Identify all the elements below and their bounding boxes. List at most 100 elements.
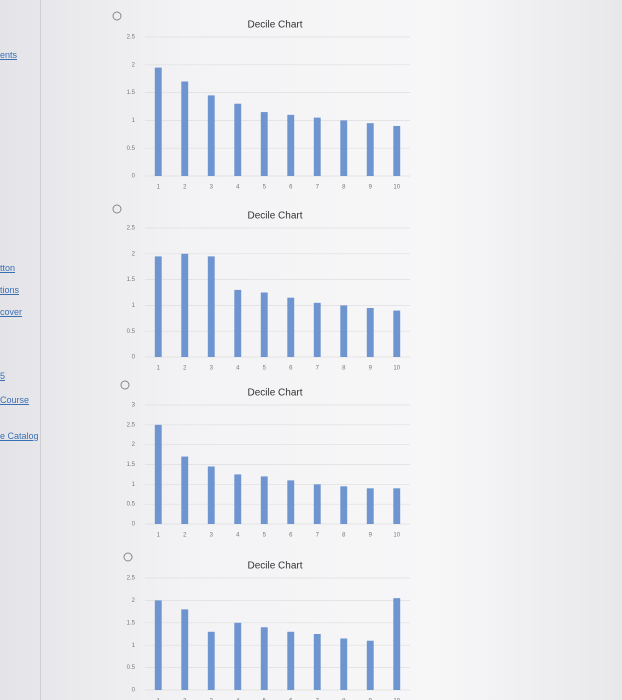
x-tick-label: 2 — [183, 185, 187, 191]
bar — [340, 120, 348, 176]
sidebar-link[interactable]: Course — [0, 395, 30, 405]
x-tick-label: 6 — [289, 699, 293, 700]
x-tick-label: 4 — [236, 699, 240, 700]
bar — [340, 638, 348, 690]
y-tick-label: 2.5 — [127, 35, 136, 41]
x-tick-label: 10 — [393, 533, 400, 539]
y-tick-label: 1.5 — [127, 90, 136, 96]
bar — [154, 600, 162, 690]
bar — [287, 480, 295, 524]
x-tick-label: 6 — [289, 366, 293, 372]
x-tick-label: 1 — [157, 699, 161, 700]
x-tick-label: 1 — [157, 185, 161, 191]
sidebar-link[interactable]: tton — [0, 263, 16, 273]
x-tick-label: 4 — [236, 366, 240, 372]
sidebar-link[interactable]: 5 — [0, 371, 6, 381]
sidebar-link[interactable]: cover — [0, 307, 23, 317]
radio[interactable] — [123, 552, 133, 562]
bar — [393, 310, 401, 357]
y-tick-label: 1 — [132, 118, 136, 124]
x-tick-label: 3 — [210, 185, 214, 191]
x-tick-label: 9 — [369, 533, 373, 539]
bar — [366, 307, 374, 357]
chart-title: Decile Chart — [247, 388, 302, 399]
x-tick-label: 5 — [263, 699, 267, 700]
y-tick-label: 1.5 — [127, 620, 136, 626]
bar — [313, 484, 321, 524]
bar — [313, 634, 321, 690]
radio[interactable] — [120, 380, 130, 390]
y-tick-label: 1.5 — [127, 277, 136, 283]
x-tick-label: 7 — [316, 699, 320, 700]
y-tick-label: 3 — [132, 403, 136, 409]
x-tick-label: 8 — [342, 185, 346, 191]
x-tick-label: 5 — [263, 366, 267, 372]
sidebar-link[interactable]: e Catalog — [0, 431, 39, 441]
bar — [366, 640, 374, 690]
bar — [234, 474, 242, 524]
sidebar-link[interactable]: ents — [0, 50, 18, 60]
bar — [393, 125, 401, 176]
bar — [207, 95, 215, 176]
bar — [181, 253, 189, 357]
bar — [207, 631, 215, 690]
x-tick-label: 7 — [316, 185, 320, 191]
bar — [181, 456, 189, 524]
x-tick-label: 9 — [369, 699, 373, 700]
y-tick-label: 0 — [132, 174, 136, 180]
x-tick-label: 5 — [263, 185, 267, 191]
x-tick-label: 2 — [183, 366, 187, 372]
x-tick-label: 9 — [369, 366, 373, 372]
bar — [366, 123, 374, 176]
y-tick-label: 0 — [132, 688, 136, 694]
sidebar-link[interactable]: tions — [0, 285, 20, 295]
y-tick-label: 0 — [132, 522, 136, 528]
x-tick-label: 10 — [393, 699, 400, 700]
chart-title: Decile Chart — [247, 211, 302, 222]
bar — [340, 305, 348, 357]
bar — [154, 67, 162, 176]
bar — [181, 81, 189, 176]
radio[interactable] — [112, 11, 122, 21]
bar — [260, 112, 268, 176]
y-tick-label: 2.5 — [127, 576, 136, 582]
y-tick-label: 0.5 — [127, 502, 136, 508]
y-tick-label: 2 — [132, 251, 136, 257]
x-tick-label: 8 — [342, 366, 346, 372]
y-tick-label: 1 — [132, 643, 136, 649]
x-tick-label: 6 — [289, 533, 293, 539]
bar — [207, 466, 215, 524]
x-tick-label: 4 — [236, 185, 240, 191]
chart-title: Decile Chart — [247, 561, 302, 572]
x-tick-label: 7 — [316, 366, 320, 372]
y-tick-label: 0.5 — [127, 329, 136, 335]
x-tick-label: 4 — [236, 533, 240, 539]
bar — [287, 631, 295, 690]
x-tick-label: 1 — [157, 533, 161, 539]
bar — [287, 297, 295, 357]
chart-title: Decile Chart — [247, 20, 302, 31]
bar — [313, 117, 321, 176]
x-tick-label: 3 — [210, 699, 214, 700]
radio[interactable] — [112, 204, 122, 214]
bar — [366, 488, 374, 524]
bar — [234, 289, 242, 357]
y-tick-label: 1 — [132, 482, 136, 488]
bar — [393, 488, 401, 524]
x-tick-label: 10 — [393, 366, 400, 372]
x-tick-label: 6 — [289, 185, 293, 191]
y-tick-label: 2 — [132, 598, 136, 604]
x-tick-label: 8 — [342, 533, 346, 539]
x-tick-label: 3 — [210, 366, 214, 372]
x-tick-label: 9 — [369, 185, 373, 191]
x-tick-label: 2 — [183, 533, 187, 539]
x-tick-label: 1 — [157, 366, 161, 372]
bar — [393, 598, 401, 690]
y-tick-label: 2.5 — [127, 226, 136, 232]
y-tick-label: 0.5 — [127, 665, 136, 671]
bar — [313, 302, 321, 357]
x-tick-label: 7 — [316, 533, 320, 539]
x-tick-label: 2 — [183, 699, 187, 700]
